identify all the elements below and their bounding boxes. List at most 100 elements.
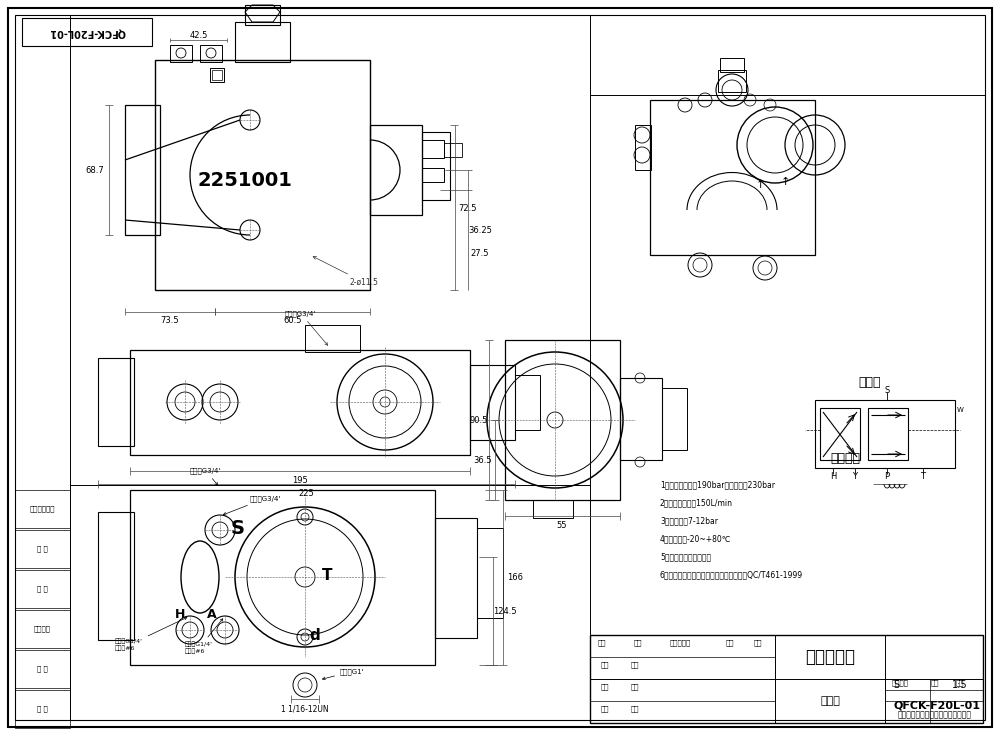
Bar [98, 358, 134, 446]
Text: H: H [175, 609, 185, 622]
Text: 常州市武进安行液压件制造有限公司: 常州市武进安行液压件制造有限公司 [898, 711, 972, 720]
Text: 图样标记: 图样标记 [892, 680, 908, 686]
Text: 1压力：额定压力190bar，最大压力230bar: 1压力：额定压力190bar，最大压力230bar [660, 480, 775, 489]
Bar [15, 690, 70, 728]
Text: 195: 195 [292, 476, 308, 484]
Bar [444, 143, 462, 157]
Bar [720, 58, 744, 72]
Bar [305, 325, 360, 352]
Bar [422, 168, 444, 182]
Text: 90.5: 90.5 [470, 415, 488, 425]
Text: d: d [310, 628, 320, 642]
Text: 166: 166 [507, 573, 523, 581]
Bar [533, 500, 573, 518]
Text: 回油口G3/4': 回油口G3/4' [223, 495, 281, 515]
Text: 日期: 日期 [631, 706, 639, 712]
Text: 6产品执行标准：《汽车换向阀技术条件》QC/T461-1999: 6产品执行标准：《汽车换向阀技术条件》QC/T461-1999 [660, 570, 803, 579]
Bar [505, 340, 620, 500]
Text: 审查: 审查 [631, 684, 639, 690]
Bar [620, 378, 662, 460]
Bar [662, 388, 687, 450]
Bar [815, 400, 955, 468]
Bar [718, 70, 746, 92]
Text: 原理图: 原理图 [859, 376, 881, 389]
Text: 工艺: 工艺 [601, 706, 609, 712]
Text: 225: 225 [298, 489, 314, 498]
Text: 2流量：最大流量150L/min: 2流量：最大流量150L/min [660, 498, 733, 507]
Bar [515, 375, 540, 430]
Text: 55: 55 [557, 522, 567, 531]
Bar [590, 635, 983, 723]
Text: 5工作介质：抗磨液压油: 5工作介质：抗磨液压油 [660, 552, 711, 561]
Text: Y: Y [852, 471, 858, 481]
Text: 管通用件登记: 管通用件登记 [29, 506, 55, 512]
Text: S: S [231, 518, 245, 537]
Bar [15, 650, 70, 688]
Text: 36.25: 36.25 [468, 226, 492, 234]
Text: 重量: 重量 [931, 680, 939, 686]
Text: 27.5: 27.5 [471, 248, 489, 257]
Text: 2251001: 2251001 [198, 171, 292, 190]
Bar [125, 105, 160, 235]
Bar [22, 18, 152, 46]
Bar [15, 610, 70, 648]
Text: 校 量: 校 量 [37, 586, 47, 592]
Bar [212, 70, 222, 80]
Bar [820, 408, 860, 460]
Text: 73.5: 73.5 [161, 315, 179, 324]
Bar [235, 22, 290, 62]
Bar [422, 140, 444, 158]
Bar [170, 45, 192, 62]
Text: 签 字: 签 字 [37, 666, 47, 673]
Text: 124.5: 124.5 [493, 606, 517, 615]
Text: QFCK-F20L-01: QFCK-F20L-01 [49, 27, 125, 37]
Bar [470, 365, 515, 440]
Text: 技术参数: 技术参数 [830, 451, 860, 465]
Text: 更改文件号: 更改文件号 [669, 639, 691, 646]
Bar [130, 350, 470, 455]
Text: 1 1/16-12UN: 1 1/16-12UN [281, 705, 329, 714]
Bar [15, 490, 70, 528]
Bar [422, 132, 450, 200]
Text: 液压换向阀: 液压换向阀 [805, 648, 855, 666]
Text: 比例: 比例 [956, 680, 964, 686]
Bar [210, 68, 224, 82]
Text: H: H [830, 471, 836, 481]
Text: 2-ø11.5: 2-ø11.5 [313, 257, 379, 287]
Text: W: W [957, 407, 963, 413]
Text: 处数: 处数 [634, 639, 642, 646]
Text: 68.7: 68.7 [86, 165, 104, 174]
Bar [98, 512, 134, 640]
Text: 进油口G3/4': 进油口G3/4' [285, 310, 328, 345]
Bar [15, 530, 70, 568]
Text: T: T [322, 567, 332, 583]
Bar [435, 518, 477, 638]
Bar [200, 45, 222, 62]
Text: S: S [884, 385, 890, 395]
Text: 42.5: 42.5 [190, 30, 208, 40]
Text: S: S [893, 680, 899, 690]
Text: 回油口G1': 回油口G1' [322, 668, 364, 680]
Text: 审核: 审核 [601, 684, 609, 690]
Text: 标记: 标记 [598, 639, 606, 646]
Text: 排气口G1/4'
排气管#6: 排气口G1/4' 排气管#6 [115, 617, 187, 651]
Text: 72.5: 72.5 [459, 204, 477, 212]
Text: A: A [207, 609, 217, 622]
Bar [635, 125, 651, 170]
Bar [477, 528, 503, 618]
Text: 阀油口G3/4': 阀油口G3/4' [190, 467, 221, 485]
Text: 1:5: 1:5 [952, 680, 968, 690]
Bar [15, 570, 70, 608]
Text: 标底图号: 标底图号 [34, 625, 50, 632]
Text: P: P [884, 471, 890, 481]
Text: ↑: ↑ [755, 180, 765, 190]
Text: 设计: 设计 [601, 662, 609, 668]
Text: 描图: 描图 [631, 662, 639, 668]
Text: 描 图: 描 图 [37, 545, 47, 552]
Text: ↑: ↑ [780, 177, 790, 187]
Text: 36.5: 36.5 [474, 456, 492, 465]
Text: 4工作温度：-20~+80℃: 4工作温度：-20~+80℃ [660, 534, 731, 543]
Text: 日期: 日期 [754, 639, 762, 646]
Text: 组合件: 组合件 [820, 696, 840, 706]
Text: 日 期: 日 期 [37, 706, 47, 712]
